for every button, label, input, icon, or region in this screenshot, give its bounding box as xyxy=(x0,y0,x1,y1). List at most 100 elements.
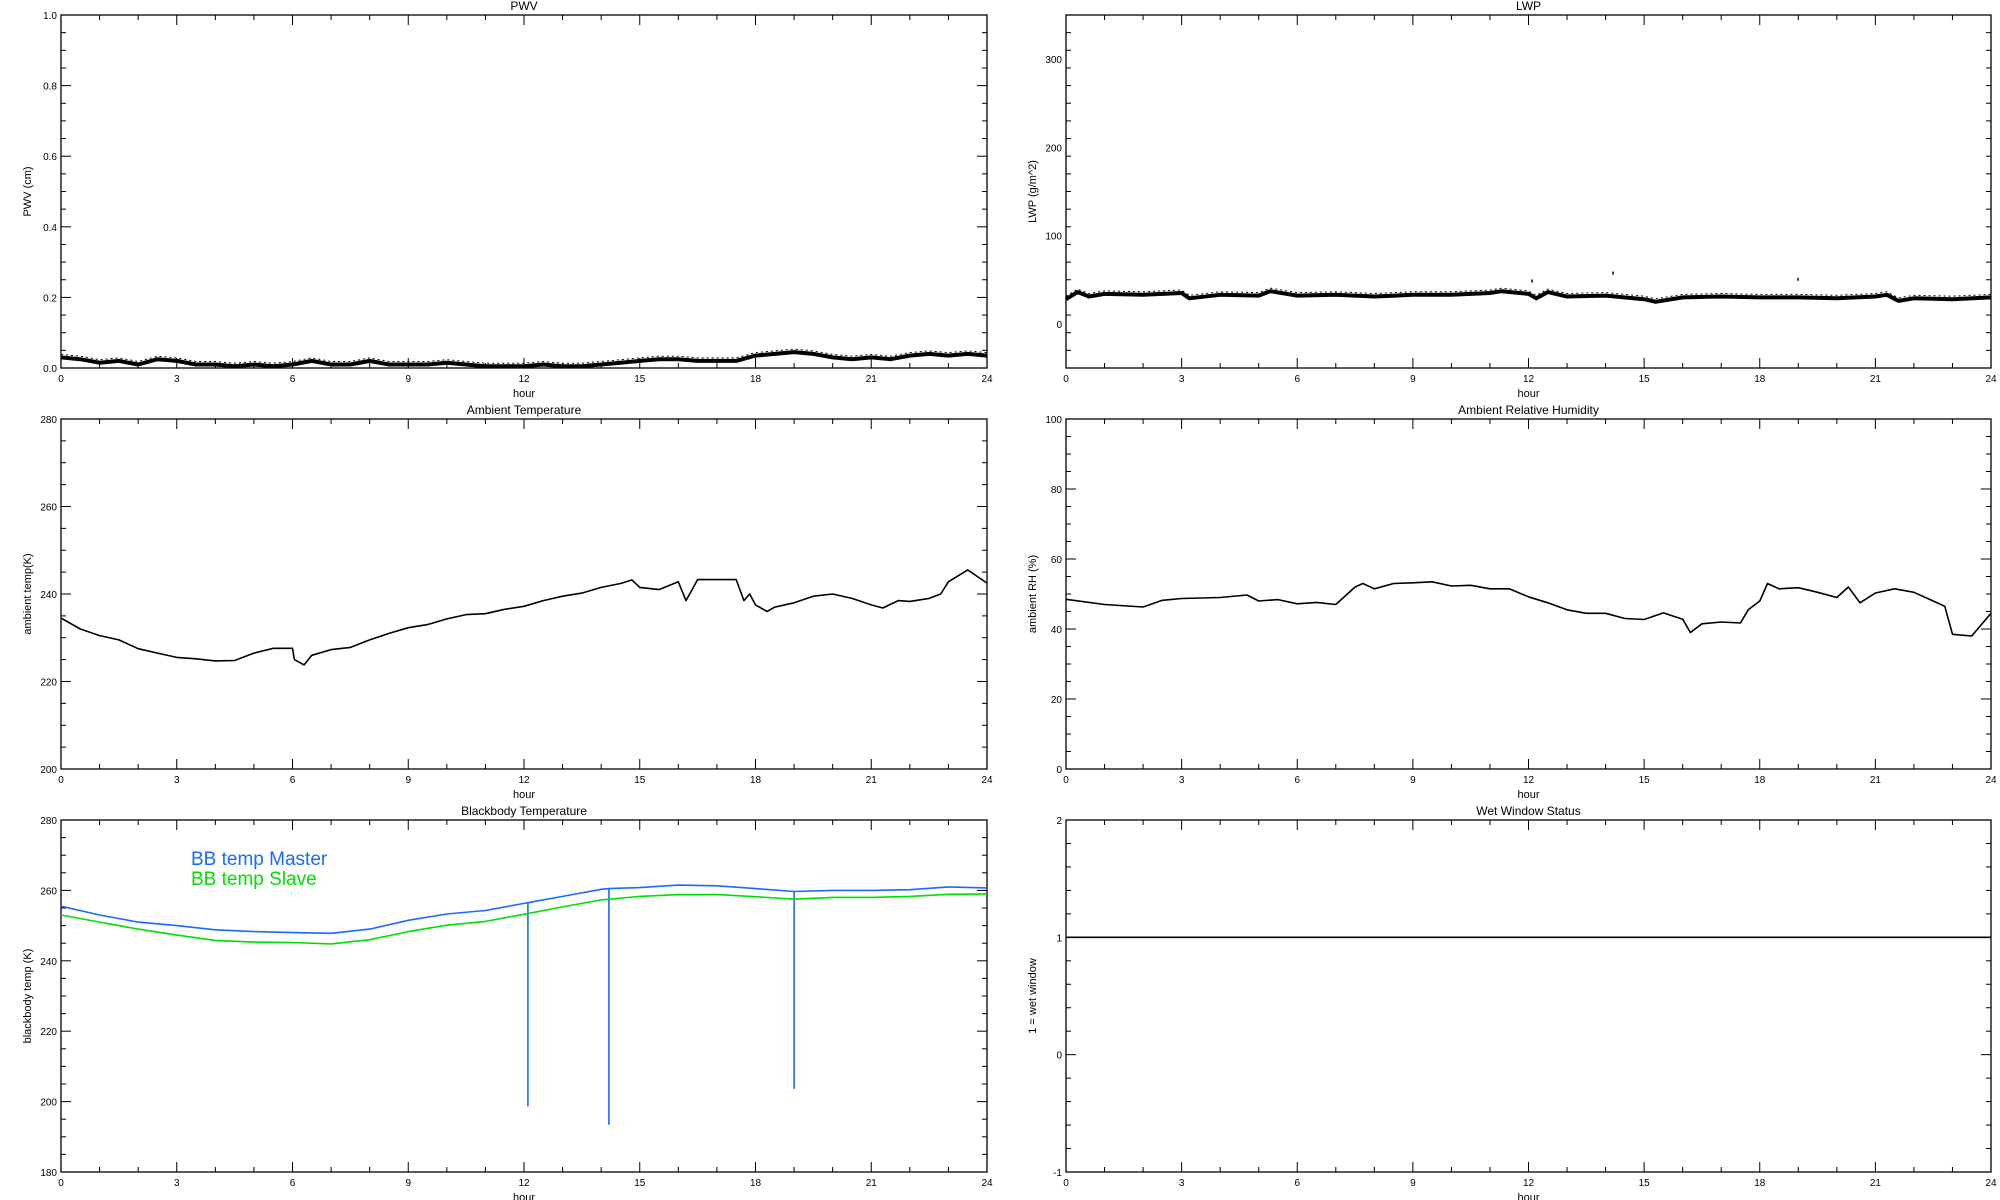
x-tick-label: 9 xyxy=(1410,374,1416,385)
x-tick-label: 12 xyxy=(1523,374,1535,385)
x-tick-label: 6 xyxy=(290,374,296,385)
x-tick-label: 24 xyxy=(1985,374,1997,385)
data-point xyxy=(1531,279,1533,283)
series-line xyxy=(1064,289,1992,304)
y-axis-label: ambient RH (%) xyxy=(1027,555,1039,633)
x-tick-label: 0 xyxy=(58,1178,64,1189)
chart-wet-window: Wet Window Status hour 1 = wet window 0 3 6 9 1… xyxy=(1027,804,1997,1200)
x-tick-label: 0 xyxy=(58,374,64,385)
y-tick-label: 0 xyxy=(1056,320,1062,331)
y-tick-label: 260 xyxy=(40,886,57,897)
x-tick-label: 0 xyxy=(1063,1178,1069,1189)
x-tick-label: 24 xyxy=(1985,1178,1997,1189)
series-line xyxy=(60,569,988,666)
x-tick-label: 24 xyxy=(981,775,993,786)
chart-title: PWV xyxy=(510,0,537,13)
x-tick-label: 6 xyxy=(290,775,296,786)
x-tick-label: 15 xyxy=(634,775,646,786)
x-tick-label: 6 xyxy=(1294,374,1300,385)
x-tick-label: 3 xyxy=(174,374,180,385)
x-tick-label: 21 xyxy=(866,1178,878,1189)
x-tick-label: 12 xyxy=(1523,1178,1535,1189)
x-tick-label: 15 xyxy=(1639,374,1651,385)
x-tick-label: 18 xyxy=(750,775,762,786)
chart-title: Wet Window Status xyxy=(1476,804,1580,818)
chart-title: Ambient Temperature xyxy=(467,403,582,417)
x-axis-label: hour xyxy=(1517,1192,1539,1200)
y-tick-label: 200 xyxy=(40,1098,57,1109)
y-tick-label: 240 xyxy=(40,957,57,968)
x-tick-label: 3 xyxy=(174,775,180,786)
plot-frame xyxy=(1065,819,1992,1173)
x-tick-label: 0 xyxy=(58,775,64,786)
x-tick-label: 15 xyxy=(634,1178,646,1189)
x-tick-label: 15 xyxy=(634,374,646,385)
x-tick-label: 0 xyxy=(1063,775,1069,786)
chart-title: LWP xyxy=(1516,0,1541,13)
x-axis-label: hour xyxy=(513,388,535,400)
x-tick-label: 9 xyxy=(1410,775,1416,786)
x-axis-label: hour xyxy=(513,789,535,801)
plot-frame xyxy=(60,14,988,369)
plot-frame xyxy=(60,418,988,770)
x-tick-label: 21 xyxy=(866,374,878,385)
x-tick-label: 21 xyxy=(866,775,878,786)
y-axis-label: 1 = wet window xyxy=(1027,958,1039,1034)
y-axis-label: PWV (cm) xyxy=(22,166,34,216)
y-tick-label: 300 xyxy=(1045,55,1062,66)
y-tick-label: 0.4 xyxy=(43,223,57,234)
y-tick-label: 280 xyxy=(40,415,57,426)
chart-pwv: PWV hour PWV (cm) 0 3 6 9 12 15 18 21 24 0.0 0.2 0.4 0.… xyxy=(22,0,993,400)
x-tick-label: 21 xyxy=(1870,374,1882,385)
x-tick-label: 18 xyxy=(750,374,762,385)
x-tick-label: 3 xyxy=(174,1178,180,1189)
y-tick-label: 40 xyxy=(1051,625,1063,636)
x-axis-label: hour xyxy=(1517,388,1539,400)
y-tick-label: 180 xyxy=(40,1168,57,1179)
y-tick-label: 0 xyxy=(1056,765,1062,776)
x-tick-label: 18 xyxy=(1754,374,1766,385)
chart-blackbody-temp: Blackbody Temperature hour blackbody temp … xyxy=(22,804,993,1200)
x-tick-label: 12 xyxy=(518,374,530,385)
x-axis-label: hour xyxy=(1517,789,1539,801)
legend-entry: BB temp Master xyxy=(191,849,328,870)
y-tick-label: 2 xyxy=(1056,816,1062,827)
x-tick-label: 24 xyxy=(981,1178,993,1189)
y-tick-label: 220 xyxy=(40,1027,57,1038)
x-tick-label: 9 xyxy=(405,1178,411,1189)
y-tick-label: 100 xyxy=(1045,415,1062,426)
y-tick-label: 0.2 xyxy=(43,293,57,304)
y-tick-label: -1 xyxy=(1053,1168,1062,1179)
y-tick-label: 60 xyxy=(1051,555,1063,566)
x-tick-label: 3 xyxy=(1179,775,1185,786)
x-tick-label: 15 xyxy=(1639,775,1651,786)
y-tick-label: 100 xyxy=(1045,232,1062,243)
x-tick-label: 0 xyxy=(1063,374,1069,385)
chart-title: Ambient Relative Humidity xyxy=(1458,403,1599,417)
series-line xyxy=(1065,580,1992,637)
x-tick-label: 15 xyxy=(1639,1178,1651,1189)
y-axis-label: ambient temp(K) xyxy=(22,553,34,634)
chart-ambient-rh: Ambient Relative Humidity hour ambient RH … xyxy=(1027,403,1997,801)
series-noise xyxy=(60,348,988,364)
x-tick-label: 6 xyxy=(1294,1178,1300,1189)
x-tick-label: 12 xyxy=(1523,775,1535,786)
x-tick-label: 9 xyxy=(405,374,411,385)
x-tick-label: 21 xyxy=(1870,1178,1882,1189)
x-tick-label: 9 xyxy=(405,775,411,786)
x-axis-label: hour xyxy=(513,1192,535,1200)
y-tick-label: 0 xyxy=(1056,1051,1062,1062)
x-tick-label: 18 xyxy=(1754,1178,1766,1189)
x-tick-label: 9 xyxy=(1410,1178,1416,1189)
x-tick-label: 6 xyxy=(290,1178,296,1189)
chart-lwp: LWP hour LWP (g/m^2) 0 3 6 9 12 15 18 21 24 0 100 200 3… xyxy=(1027,0,1997,400)
x-tick-label: 3 xyxy=(1179,374,1185,385)
x-tick-label: 6 xyxy=(1294,775,1300,786)
y-tick-label: 1 xyxy=(1056,933,1062,944)
chart-title: Blackbody Temperature xyxy=(461,804,587,818)
y-tick-label: 0.6 xyxy=(43,152,57,163)
y-tick-label: 220 xyxy=(40,678,57,689)
plot-frame xyxy=(1065,14,1992,369)
y-axis-label: LWP (g/m^2) xyxy=(1027,160,1039,223)
y-tick-label: 0.8 xyxy=(43,82,57,93)
